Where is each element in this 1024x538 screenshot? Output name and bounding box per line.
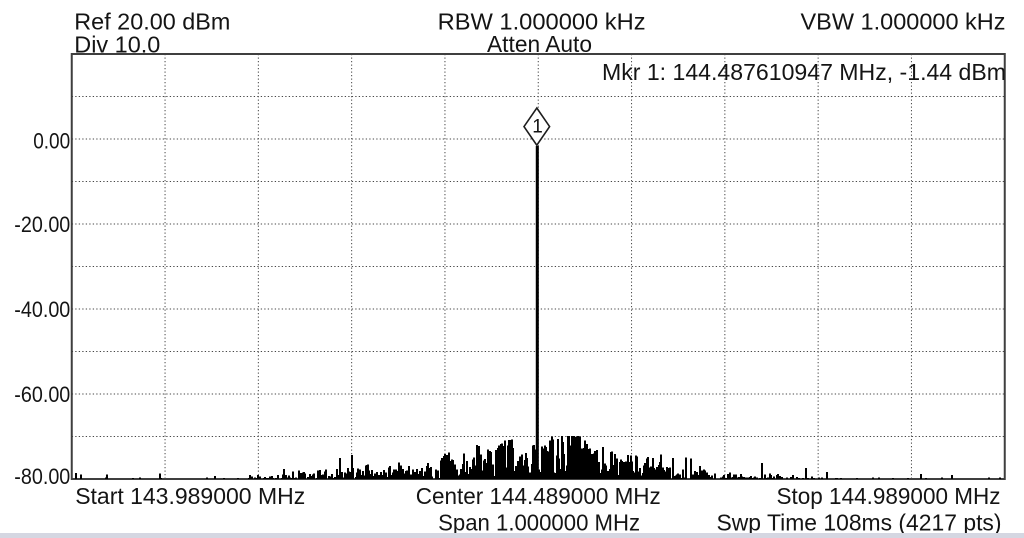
- svg-text:-20.00: -20.00: [14, 212, 70, 237]
- svg-text:-80.00: -80.00: [14, 464, 70, 489]
- svg-text:RBW 1.000000 kHz: RBW 1.000000 kHz: [438, 9, 646, 35]
- svg-text:Ref 20.00 dBm: Ref 20.00 dBm: [74, 9, 230, 35]
- svg-text:Center 144.489000 MHz: Center 144.489000 MHz: [416, 483, 661, 509]
- svg-text:Atten Auto: Atten Auto: [487, 31, 592, 57]
- svg-text:Div 10.0: Div 10.0: [74, 31, 160, 57]
- svg-text:Start 143.989000 MHz: Start 143.989000 MHz: [75, 483, 305, 509]
- svg-text:0.00: 0.00: [33, 128, 70, 153]
- svg-text:1: 1: [532, 116, 543, 137]
- svg-text:VBW 1.000000 kHz: VBW 1.000000 kHz: [801, 9, 1006, 35]
- svg-text:-40.00: -40.00: [14, 297, 70, 322]
- svg-text:Stop 144.989000 MHz: Stop 144.989000 MHz: [777, 483, 1001, 509]
- svg-text:-60.00: -60.00: [14, 382, 70, 407]
- svg-text:Span 1.000000 MHz: Span 1.000000 MHz: [438, 510, 640, 536]
- svg-text:Swp Time 108ms (4217 pts): Swp Time 108ms (4217 pts): [717, 510, 1002, 536]
- svg-text:Mkr 1: 144.487610947 MHz, -1.4: Mkr 1: 144.487610947 MHz, -1.44 dBm: [602, 59, 1006, 85]
